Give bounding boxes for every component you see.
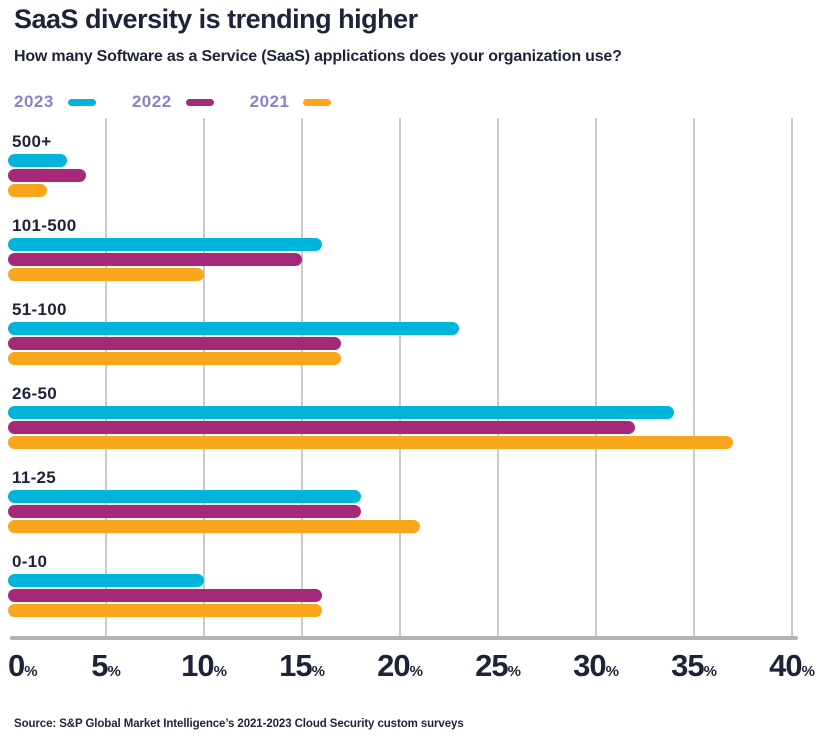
bar-2021-0-10	[8, 604, 322, 617]
gridline-35pct	[693, 118, 695, 636]
x-tick-percent-sign: %	[24, 663, 38, 680]
bar-group-500-: 500+	[8, 133, 818, 199]
bar-2023-0-10	[8, 574, 204, 587]
x-tick-number: 15	[279, 648, 312, 683]
bar-2021-101-500	[8, 268, 204, 281]
legend-item-2023: 2023	[14, 92, 96, 112]
legend-swatch-icon-2023	[67, 98, 96, 106]
x-tick-percent-sign: %	[107, 663, 121, 680]
x-tick-number: 25	[475, 648, 508, 683]
x-tick-number: 40	[769, 648, 802, 683]
x-tick-20pct: 20%	[377, 648, 423, 684]
gridline-5pct	[105, 118, 107, 636]
x-tick-30pct: 30%	[573, 648, 619, 684]
bar-group-26-50: 26-50	[8, 385, 818, 451]
legend-swatch-icon-2022	[185, 98, 214, 106]
x-axis-labels: 0% 5% 10% 15% 20% 25% 30% 35% 40%	[8, 648, 818, 694]
x-tick-percent-sign: %	[213, 663, 227, 680]
x-tick-number: 0	[8, 648, 25, 683]
bar-2022-0-10	[8, 589, 322, 602]
x-tick-number: 5	[91, 648, 108, 683]
legend-label-2022: 2022	[131, 92, 172, 111]
gridline-20pct	[399, 118, 401, 636]
x-axis-baseline	[10, 636, 798, 640]
x-tick-percent-sign: %	[801, 663, 815, 680]
bar-2021-26-50	[8, 436, 734, 449]
bar-2023-101-500	[8, 238, 322, 251]
x-tick-35pct: 35%	[671, 648, 717, 684]
x-tick-number: 10	[181, 648, 214, 683]
category-label: 500+	[12, 132, 52, 151]
category-label: 0-10	[12, 552, 48, 571]
gridline-30pct	[595, 118, 597, 636]
chart-subtitle: How many Software as a Service (SaaS) ap…	[14, 48, 622, 65]
bar-2022-26-50	[8, 421, 636, 434]
gridline-25pct	[497, 118, 499, 636]
legend-swatch-icon-2021	[303, 98, 332, 106]
bar-2022-500-	[8, 169, 87, 182]
chart-legend: 2023 2022 2021	[14, 92, 367, 112]
bar-group-11-25: 11-25	[8, 469, 818, 535]
x-tick-0pct: 0%	[8, 648, 38, 684]
bar-2022-101-500	[8, 253, 302, 266]
x-tick-percent-sign: %	[409, 663, 423, 680]
bar-2021-51-100	[8, 352, 342, 365]
source-note: Source: S&P Global Market Intelligence’s…	[14, 718, 464, 730]
bar-group-51-100: 51-100	[8, 301, 818, 367]
bar-2023-11-25	[8, 490, 361, 503]
bar-group-101-500: 101-500	[8, 217, 818, 283]
bar-2021-11-25	[8, 520, 420, 533]
gridline-40pct	[791, 118, 793, 636]
gridline-15pct	[301, 118, 303, 636]
gridline-10pct	[203, 118, 205, 636]
bar-2023-26-50	[8, 406, 675, 419]
category-label: 51-100	[12, 300, 67, 319]
x-tick-number: 30	[573, 648, 606, 683]
bar-2023-500-	[8, 154, 67, 167]
category-label: 26-50	[12, 384, 57, 403]
bar-chart-plot-area: 500+ 101-500 51-100 26-50 11-25 0-10	[8, 118, 818, 640]
category-label: 101-500	[12, 216, 77, 235]
bar-group-0-10: 0-10	[8, 553, 818, 619]
bar-2022-11-25	[8, 505, 361, 518]
x-tick-5pct: 5%	[91, 648, 121, 684]
bar-2023-51-100	[8, 322, 459, 335]
x-tick-number: 20	[377, 648, 410, 683]
bar-2022-51-100	[8, 337, 342, 350]
x-tick-percent-sign: %	[507, 663, 521, 680]
x-tick-15pct: 15%	[279, 648, 325, 684]
legend-label-2021: 2021	[249, 92, 290, 111]
x-tick-25pct: 25%	[475, 648, 521, 684]
x-tick-percent-sign: %	[311, 663, 325, 680]
legend-item-2021: 2021	[250, 92, 332, 112]
x-tick-number: 35	[671, 648, 704, 683]
x-tick-percent-sign: %	[703, 663, 717, 680]
legend-item-2022: 2022	[132, 92, 214, 112]
category-label: 11-25	[12, 468, 57, 487]
x-tick-10pct: 10%	[181, 648, 227, 684]
x-tick-40pct: 40%	[769, 648, 815, 684]
legend-label-2023: 2023	[14, 92, 54, 111]
page-title: SaaS diversity is trending higher	[14, 4, 418, 34]
bar-2021-500-	[8, 184, 48, 197]
x-tick-percent-sign: %	[605, 663, 619, 680]
